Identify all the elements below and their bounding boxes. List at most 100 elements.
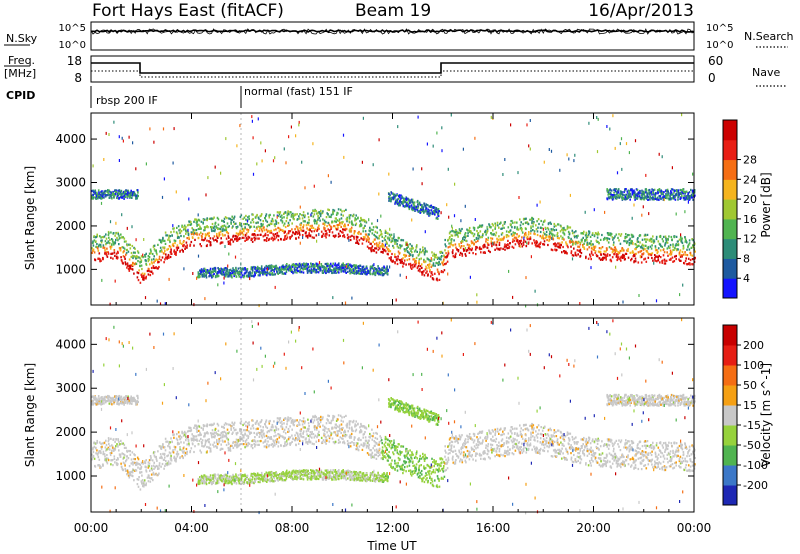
velocity-cell xyxy=(155,455,157,459)
power-cell xyxy=(367,235,369,238)
power-cell xyxy=(500,227,502,230)
power-cell xyxy=(336,228,339,231)
power-cell xyxy=(208,217,211,220)
power-cell xyxy=(302,226,304,229)
power-cell xyxy=(560,225,562,228)
power-cell xyxy=(448,232,451,235)
power-cell xyxy=(243,274,245,278)
power-cell xyxy=(645,197,648,200)
power-cell xyxy=(320,264,323,267)
power-cell xyxy=(635,197,637,200)
power-cell xyxy=(546,238,548,242)
power-cell xyxy=(271,265,273,268)
power-noise-cell xyxy=(474,136,476,140)
velocity-cell xyxy=(112,438,115,441)
power-cell xyxy=(315,268,318,272)
power-cell xyxy=(494,248,496,251)
power-cell xyxy=(143,277,146,280)
power-noise-cell xyxy=(172,224,174,228)
power-cell xyxy=(570,237,572,240)
power-noise-cell xyxy=(149,127,151,131)
power-cell xyxy=(416,266,419,269)
power-cell xyxy=(570,245,572,248)
power-cell xyxy=(238,275,241,278)
power-cell xyxy=(240,270,243,273)
power-cell xyxy=(247,235,249,238)
power-cell xyxy=(400,245,402,248)
power-cell xyxy=(116,195,119,198)
power-cell xyxy=(523,217,525,220)
velocity-cell xyxy=(114,440,116,443)
power-cell xyxy=(313,213,316,216)
power-cell xyxy=(400,197,402,200)
power-cell xyxy=(208,231,210,234)
velocity-cell xyxy=(128,449,130,453)
power-cell xyxy=(97,194,99,197)
power-cell xyxy=(401,258,403,261)
power-cell xyxy=(599,250,602,253)
power-cell xyxy=(468,247,471,251)
velocity-cell xyxy=(125,446,127,449)
power-cell xyxy=(167,247,170,251)
power-cell xyxy=(235,237,238,240)
power-noise-cell xyxy=(330,180,332,184)
power-cell xyxy=(144,254,146,257)
power-cell xyxy=(159,239,162,242)
power-cell xyxy=(295,264,297,267)
power-cell xyxy=(416,209,419,212)
power-noise-cell xyxy=(517,171,519,175)
power-cell xyxy=(468,251,471,254)
power-cell xyxy=(583,230,585,233)
power-cell xyxy=(168,236,170,239)
power-cell xyxy=(541,236,544,239)
power-cell xyxy=(222,271,225,274)
power-cell xyxy=(266,220,269,223)
power-cell xyxy=(607,191,610,194)
power-cell xyxy=(543,243,546,246)
power-noise-cell xyxy=(260,141,262,145)
power-cell xyxy=(557,245,559,248)
power-cell xyxy=(312,270,315,273)
velocity-cell xyxy=(153,454,156,457)
velocity-cell xyxy=(165,440,167,443)
nave-tick-bottom: 0 xyxy=(708,71,716,85)
power-cell xyxy=(505,235,508,239)
power-cell xyxy=(648,253,650,256)
power-cell xyxy=(111,243,113,246)
power-cell xyxy=(613,195,615,198)
velocity-cell xyxy=(140,471,143,474)
power-noise-cell xyxy=(566,153,568,157)
power-cell xyxy=(504,245,506,248)
power-cell xyxy=(430,265,433,269)
power-cell xyxy=(113,249,116,252)
power-cell xyxy=(611,248,614,251)
power-cell xyxy=(415,261,418,264)
power-cell xyxy=(403,253,405,257)
power-cell xyxy=(339,221,341,225)
power-cell xyxy=(110,252,112,255)
power-cell xyxy=(377,248,380,251)
power-cell xyxy=(174,252,176,255)
power-cell xyxy=(691,263,694,266)
power-cell xyxy=(170,231,172,234)
power-cell xyxy=(112,232,115,235)
power-cell xyxy=(662,240,664,243)
power-cell xyxy=(504,221,506,224)
power-cell xyxy=(378,272,381,275)
velocity-cell xyxy=(151,468,153,472)
power-scatter xyxy=(91,113,696,308)
power-cell xyxy=(524,217,526,220)
power-cell xyxy=(200,220,203,223)
power-cell xyxy=(210,244,212,247)
power-cell xyxy=(251,268,254,271)
power-cell xyxy=(640,193,643,196)
power-cell xyxy=(659,243,662,246)
power-cell xyxy=(204,274,206,277)
power-cell xyxy=(480,247,483,250)
power-noise-cell xyxy=(274,285,276,289)
power-cell xyxy=(672,196,674,199)
power-cell xyxy=(141,267,143,271)
power-cell xyxy=(292,231,294,234)
power-cell xyxy=(372,267,375,270)
power-cell xyxy=(113,196,115,199)
